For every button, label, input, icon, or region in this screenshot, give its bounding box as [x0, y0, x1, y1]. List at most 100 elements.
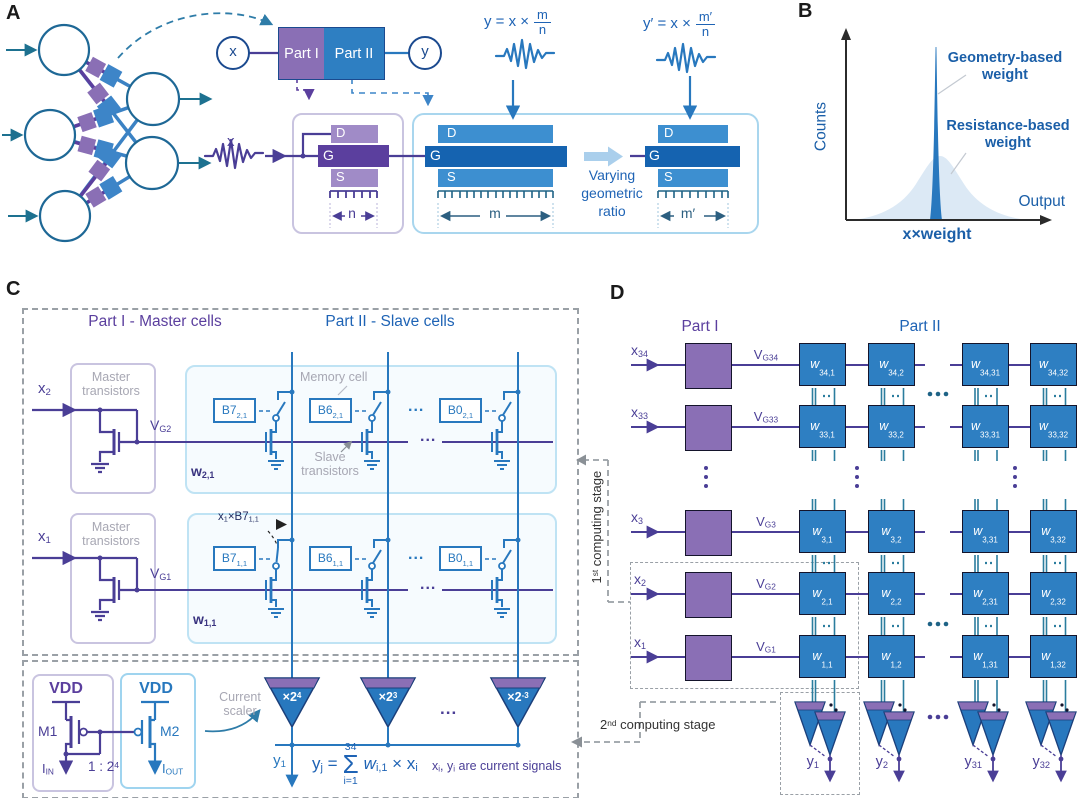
- weight-cell: w2,32: [1030, 572, 1077, 615]
- vg2-label-d: VG2: [756, 576, 776, 592]
- weight-cell: w33,32: [1030, 405, 1077, 448]
- output-axis-label: Output: [1018, 193, 1065, 210]
- m-width-label: m: [489, 205, 501, 221]
- weight-cell: w2,31: [962, 572, 1009, 615]
- weight-cell: w3,2: [868, 510, 915, 553]
- master-g-label: G: [323, 147, 334, 163]
- current-scalers: [263, 677, 547, 729]
- vg1-label-d: VG1: [756, 639, 776, 655]
- vg34-label: VG34: [753, 347, 779, 363]
- slave2-d-bar: [658, 125, 728, 143]
- geometry-weight-label: Geometry-based weight: [947, 50, 1063, 83]
- geometry-weight-spike: [930, 47, 942, 220]
- iin-label: IIN: [42, 761, 54, 777]
- panel-label-a: A: [6, 2, 21, 24]
- slave-d-label: D: [447, 125, 457, 140]
- part1-cell-row34: [685, 343, 732, 389]
- weight-cell: w33,1: [799, 405, 846, 448]
- memory-bit-b0-11: B01,1: [439, 546, 482, 571]
- weight-cell: w34,2: [868, 343, 915, 386]
- memory-bit-b0-21: B02,1: [439, 398, 482, 423]
- panel-d-part2-title: Part II: [899, 318, 941, 335]
- part-box: Part I Part II: [278, 27, 385, 80]
- weight-cell: w3,1: [799, 510, 846, 553]
- weight-cell: w2,1: [799, 572, 846, 615]
- slave-g-bar: [425, 146, 567, 167]
- weight-cell: w34,1: [799, 343, 846, 386]
- slave2-s-label: S: [664, 169, 673, 184]
- panel-label-d: D: [610, 282, 625, 304]
- part1-cell-row2: [685, 572, 732, 618]
- vg33-label: VG33: [753, 409, 779, 425]
- weight-cell: w34,32: [1030, 343, 1077, 386]
- synapse-weights: [77, 56, 123, 208]
- current-signals-note: xi, yi are current signals: [432, 759, 562, 774]
- memory-bit-b7-11: B71,1: [213, 546, 256, 571]
- weight-cell: w34,31: [962, 343, 1009, 386]
- part1-master-cells-title: Part I - Master cells: [88, 313, 222, 330]
- zoom-dashed-arrow: [117, 12, 274, 59]
- vdd-label-m1: VDD: [49, 680, 83, 697]
- panel-d-scaler-dashed-box: [780, 692, 860, 795]
- panel-d-part1-title: Part I: [681, 318, 719, 335]
- master-transistors-label: Master transistors: [82, 370, 140, 399]
- weight-cell: w1,32: [1030, 635, 1077, 678]
- y-node-label: y: [421, 43, 429, 60]
- master-d-label: D: [336, 125, 346, 140]
- part2-block: Part II: [324, 28, 384, 79]
- part1-cell-row1: [685, 635, 732, 681]
- scaler-x2-neg3: ×2-3: [507, 690, 529, 704]
- master-s-label: S: [336, 169, 345, 184]
- w11-label: w1,1: [193, 611, 217, 628]
- n-width-label: n: [348, 205, 356, 221]
- slave-transistors-label: Slave transistors: [301, 450, 359, 479]
- x1-b7-annotation: x1×B71,1: [218, 511, 259, 524]
- weight-cell: w3,32: [1030, 510, 1077, 553]
- master-s-bar: [331, 169, 378, 187]
- slave-d-bar: [438, 125, 553, 143]
- iout-label: IOUT: [162, 761, 184, 777]
- slave2-s-bar: [658, 169, 728, 187]
- weight-cell: w2,2: [868, 572, 915, 615]
- x1-input-label: x1: [38, 528, 51, 546]
- slave-s-bar: [438, 169, 553, 187]
- m2-label: M2: [160, 723, 180, 739]
- neuron-nodes: [23, 23, 181, 243]
- neural-network: [2, 12, 274, 243]
- slave2-g-label: G: [649, 147, 660, 163]
- resistance-weight-curve: [852, 156, 1028, 220]
- x34-label: x34: [631, 342, 648, 359]
- y32-label-d: y32: [1032, 754, 1050, 770]
- part1-block: Part I: [279, 28, 324, 79]
- y31-label-d: y31: [964, 754, 982, 770]
- panel-d-array: [631, 358, 1077, 783]
- varying-ratio-arrow: [584, 146, 623, 167]
- slave-g-label: G: [430, 147, 441, 163]
- x1-label: x1: [634, 634, 646, 651]
- y2-label-d: y2: [875, 754, 888, 770]
- slave2-d-label: D: [664, 125, 674, 140]
- weight-cell: w3,31: [962, 510, 1009, 553]
- panel-label-b: B: [798, 0, 813, 22]
- m-prime-width-label: m′: [680, 205, 696, 221]
- mosfet-m1: [52, 700, 135, 775]
- slave-s-label: S: [447, 169, 456, 184]
- panel-d-rows-dashed-box: [630, 562, 859, 689]
- master-d-bar: [331, 125, 378, 143]
- weight-distribution-plot: [841, 28, 1052, 225]
- memory-bit-b7-21: B72,1: [213, 398, 256, 423]
- part1-cell-row3: [685, 510, 732, 556]
- memory-cell-label: Memory cell: [300, 370, 368, 384]
- part1-cell-row33: [685, 405, 732, 451]
- current-scaler-label: Current scaler: [219, 690, 261, 719]
- overview-wires: [216, 36, 442, 107]
- counts-axis-label: Counts: [812, 101, 830, 152]
- memory-bit-b6-21: B62,1: [309, 398, 352, 423]
- stage1-label: 1st computing stage: [588, 470, 604, 584]
- x-weight-label: x×weight: [902, 226, 972, 243]
- column-scaler-groups: [794, 701, 1077, 783]
- w21-label: w2,1: [191, 463, 215, 480]
